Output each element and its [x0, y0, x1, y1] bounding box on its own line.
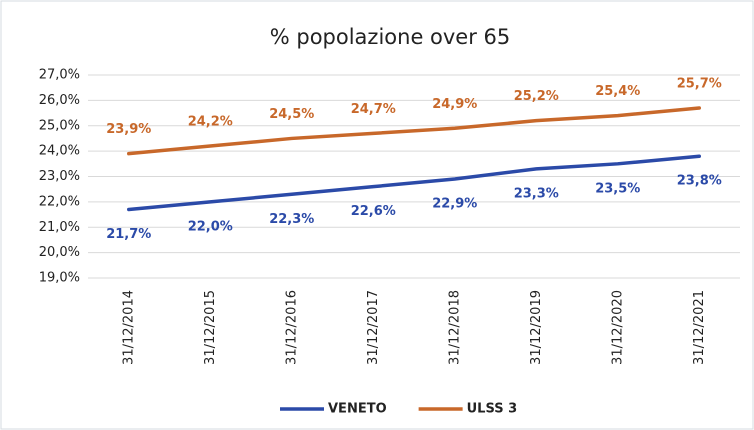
- data-label: 23,9%: [106, 122, 151, 137]
- x-tick-label: 31/12/2016: [284, 290, 299, 365]
- x-tick-label: 31/12/2020: [610, 290, 625, 365]
- series-line: [127, 106, 701, 156]
- data-label: 25,2%: [514, 89, 559, 104]
- data-label: 25,4%: [595, 84, 640, 99]
- data-label: 22,6%: [351, 204, 396, 219]
- data-label: 23,3%: [514, 186, 559, 201]
- x-tick-label: 31/12/2018: [447, 290, 462, 365]
- y-tick-label: 25,0%: [39, 118, 80, 133]
- y-tick-label: 24,0%: [39, 144, 80, 159]
- y-tick-label: 27,0%: [39, 68, 80, 83]
- y-tick-label: 19,0%: [39, 271, 80, 286]
- data-label: 23,5%: [595, 181, 640, 196]
- data-label: 23,8%: [677, 174, 722, 189]
- legend-label: ULSS 3: [467, 402, 518, 417]
- data-label: 24,7%: [351, 102, 396, 117]
- data-label: 22,3%: [269, 212, 314, 227]
- y-tick-label: 20,0%: [39, 245, 80, 260]
- data-label: 24,2%: [188, 115, 233, 130]
- chart-title: % popolazione over 65: [270, 25, 511, 49]
- y-tick-label: 21,0%: [39, 220, 80, 235]
- x-tick-label: 31/12/2015: [203, 290, 218, 365]
- y-tick-label: 26,0%: [39, 93, 80, 108]
- y-tick-label: 22,0%: [39, 194, 80, 209]
- series-line: [127, 154, 701, 212]
- x-tick-label: 31/12/2021: [692, 290, 707, 365]
- legend-label: VENETO: [328, 402, 387, 417]
- data-label: 21,7%: [106, 227, 151, 242]
- data-label: 25,7%: [677, 76, 722, 91]
- data-label: 24,9%: [432, 97, 477, 112]
- data-label: 22,9%: [432, 197, 477, 212]
- data-label: 22,0%: [188, 219, 233, 234]
- data-label: 24,5%: [269, 107, 314, 122]
- y-tick-label: 23,0%: [39, 169, 80, 184]
- x-tick-label: 31/12/2014: [121, 290, 136, 365]
- x-tick-label: 31/12/2017: [366, 290, 381, 365]
- x-tick-label: 31/12/2019: [529, 290, 544, 365]
